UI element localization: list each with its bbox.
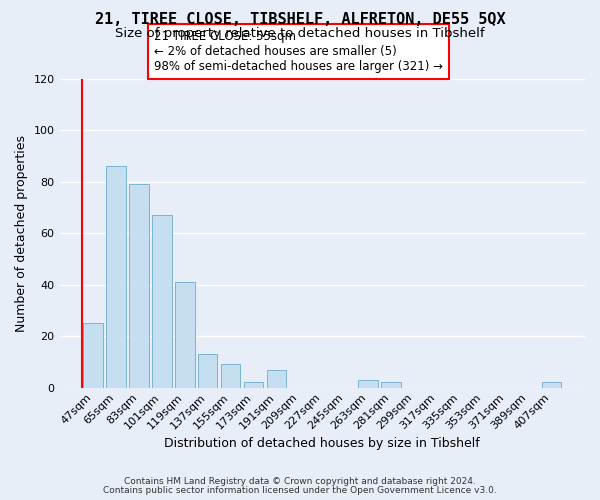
- Bar: [152, 216, 172, 388]
- Bar: [542, 382, 561, 388]
- Bar: [221, 364, 241, 388]
- Text: 21, TIREE CLOSE, TIBSHELF, ALFRETON, DE55 5QX: 21, TIREE CLOSE, TIBSHELF, ALFRETON, DE5…: [95, 12, 505, 28]
- Bar: [244, 382, 263, 388]
- Bar: [175, 282, 194, 388]
- X-axis label: Distribution of detached houses by size in Tibshelf: Distribution of detached houses by size …: [164, 437, 480, 450]
- Bar: [83, 324, 103, 388]
- Bar: [267, 370, 286, 388]
- Text: Contains public sector information licensed under the Open Government Licence v3: Contains public sector information licen…: [103, 486, 497, 495]
- Y-axis label: Number of detached properties: Number of detached properties: [15, 135, 28, 332]
- Bar: [129, 184, 149, 388]
- Text: 21 TIREE CLOSE: 55sqm
← 2% of detached houses are smaller (5)
98% of semi-detach: 21 TIREE CLOSE: 55sqm ← 2% of detached h…: [154, 30, 443, 73]
- Bar: [381, 382, 401, 388]
- Text: Contains HM Land Registry data © Crown copyright and database right 2024.: Contains HM Land Registry data © Crown c…: [124, 477, 476, 486]
- Bar: [358, 380, 378, 388]
- Bar: [106, 166, 126, 388]
- Bar: [198, 354, 217, 388]
- Text: Size of property relative to detached houses in Tibshelf: Size of property relative to detached ho…: [115, 28, 485, 40]
